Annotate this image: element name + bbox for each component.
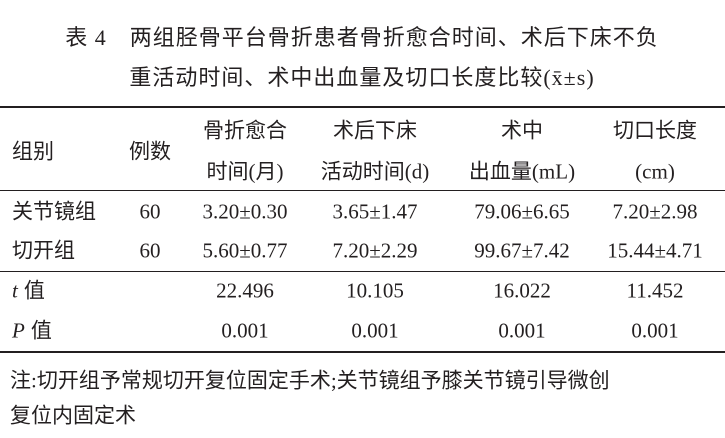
stat-name: 值 — [23, 278, 45, 303]
top-rule — [0, 106, 725, 108]
cell: 0.001 — [351, 318, 399, 343]
header-cell: 出血量(mL) — [468, 159, 576, 184]
cell: 3.20±0.30 — [202, 199, 288, 224]
header-cell: 术中 — [501, 118, 543, 143]
title-line: 重活动时间、术中出血量及切口长度比较(x̄±s) — [129, 65, 595, 90]
header-cell: 例数 — [129, 139, 171, 164]
cell: 3.65±1.47 — [332, 199, 418, 224]
cell: 22.496 — [216, 278, 274, 303]
stats-rule — [0, 271, 725, 272]
cell: 0.001 — [631, 318, 679, 343]
cell: 关节镜组 — [12, 199, 96, 224]
header-cell: (cm) — [635, 159, 675, 184]
cell: 0.001 — [221, 318, 269, 343]
stat-symbol: P — [12, 318, 25, 343]
cell: 7.20±2.29 — [332, 238, 418, 263]
cell: 79.06±6.65 — [474, 199, 570, 224]
header-cell: 组别 — [12, 139, 54, 164]
cell: 10.105 — [346, 278, 404, 303]
cell: 99.67±7.42 — [474, 238, 570, 263]
cell: 5.60±0.77 — [202, 238, 288, 263]
cell: 60 — [139, 199, 161, 224]
header-cell: 术后下床 — [333, 118, 417, 143]
stat-symbol: t — [12, 278, 18, 303]
header-rule — [0, 190, 725, 191]
title-line: 表 4 两组胫骨平台骨折患者骨折愈合时间、术后下床不负 — [65, 25, 659, 50]
bottom-rule — [0, 351, 725, 353]
cell: 切开组 — [12, 238, 75, 263]
cell: 60 — [139, 238, 161, 263]
header-cell: 时间(月) — [206, 159, 284, 184]
cell: 15.44±4.71 — [607, 238, 703, 263]
header-cell: 活动时间(d) — [320, 159, 430, 184]
cell: 11.452 — [626, 278, 684, 303]
stat-name: 值 — [30, 318, 52, 343]
cell: 0.001 — [498, 318, 546, 343]
cell: 16.022 — [493, 278, 551, 303]
note-line: 复位内固定术 — [10, 403, 136, 428]
header-cell: 骨折愈合 — [203, 118, 287, 143]
note-line: 注:切开组予常规切开复位固定手术;关节镜组予膝关节镜引导微创 — [10, 368, 610, 393]
header-cell: 切口长度 — [613, 118, 697, 143]
cell: 7.20±2.98 — [612, 199, 698, 224]
